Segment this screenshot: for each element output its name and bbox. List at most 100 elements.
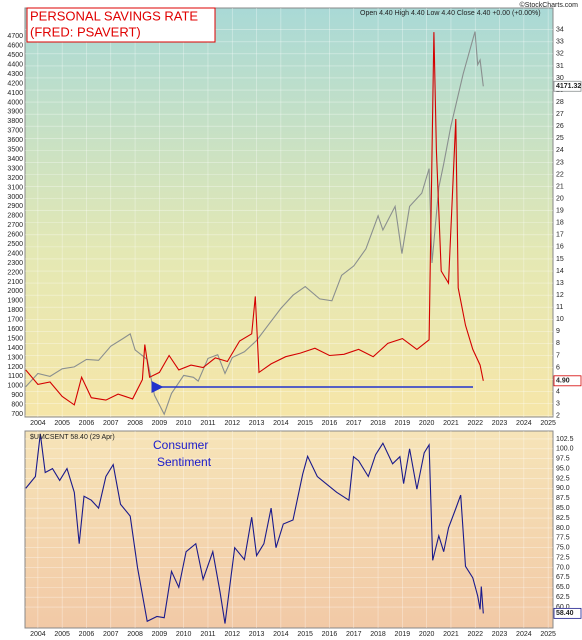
x-tick-label: 2008 [127,420,143,427]
x-tick-label: 2009 [152,420,168,427]
x-tick-label: 2005 [54,420,70,427]
y2-tick-label: 21 [556,183,564,190]
y2-tick-label: 15 [556,256,564,263]
x-tick-label: 2021 [443,631,459,638]
y2-tick-label: 23 [556,159,564,166]
x-tick-label: 2017 [346,420,362,427]
y2-tick-label: 2 [556,413,560,420]
y-tick-label: 2500 [7,241,23,248]
y2-tick-label: 16 [556,244,564,251]
title: PERSONAL SAVINGS RATE [30,8,198,23]
x-tick-label: 2025 [540,420,556,427]
last-value-box [553,375,582,387]
x-tick-label: 2011 [200,420,215,427]
y-tick-label: 700 [11,411,23,418]
x-tick-label: 2012 [224,631,240,638]
y2-tick-label: 24 [556,147,564,154]
y-tick-label: 4500 [7,52,23,59]
y-tick-label: 95.0 [556,465,570,472]
bottom-panel [24,430,554,629]
y-tick-label: 60.0 [556,604,570,611]
y-tick-label: 3800 [7,118,23,125]
source: ©StockCharts.com [520,1,579,9]
y2-tick-label: 18 [556,220,564,227]
y2-tick-label: 7 [556,352,560,359]
y-tick-label: 3700 [7,128,23,135]
y-tick-label: 4100 [7,90,23,97]
y-tick-label: 1700 [7,317,23,324]
x-tick-label: 2015 [297,420,313,427]
x-tick-label: 2014 [273,631,289,638]
x-tick-label: 2005 [54,631,70,638]
y-tick-label: 2200 [7,269,23,276]
y-tick-label: 82.5 [556,515,570,522]
y-tick-label: 2300 [7,260,23,267]
y-tick-label: 1600 [7,326,23,333]
last-value-label: 4171.32 [556,83,581,90]
y2-tick-label: 4 [556,389,560,396]
x-tick-label: 2014 [273,420,289,427]
y-tick-label: 92.5 [556,475,570,482]
x-tick-label: 2016 [322,420,338,427]
y2-tick-label: 27 [556,111,564,118]
y2-tick-label: 12 [556,292,564,299]
y-tick-label: 4000 [7,99,23,106]
legend-entry: $UMCSENT 58.40 (29 Apr) [30,434,115,441]
y2-tick-label: 13 [556,280,564,287]
x-tick-label: 2024 [516,420,532,427]
x-tick-label: 2018 [370,420,386,427]
x-tick-label: 2018 [370,631,386,638]
x-tick-label: 2009 [152,631,168,638]
top-panel [24,7,554,418]
last-value-box [553,607,582,619]
x-tick-label: 2004 [30,631,46,638]
y-tick-label: 77.5 [556,535,570,542]
y-tick-label: 3900 [7,109,23,116]
y-tick-label: 1900 [7,298,23,305]
x-tick-label: 2015 [297,631,313,638]
y-tick-label: 3400 [7,156,23,163]
x-tick-label: 2020 [419,420,435,427]
y-tick-label: 97.5 [556,456,570,463]
plot-layer: 2004 2005 2006 2007 2008 2009 2010 2011 2012 2013… [7,8,581,638]
x-tick-label: 2013 [249,420,265,427]
series-line [25,433,484,624]
y-tick-label: 4400 [7,62,23,69]
x-tick-label: 2023 [492,631,508,638]
x-tick-label: 2017 [346,631,362,638]
x-tick-label: 2006 [79,631,95,638]
y-tick-label: 2600 [7,232,23,239]
y-tick-label: 2400 [7,250,23,257]
x-tick-label: 2022 [467,420,483,427]
y2-tick-label: 31 [556,63,564,70]
y-tick-label: 2000 [7,288,23,295]
y2-tick-label: 34 [556,27,564,34]
annotation: Consumer [153,438,208,452]
y-tick-label: 70.0 [556,564,570,571]
y-tick-label: 1800 [7,307,23,314]
x-tick-label: 2019 [395,420,411,427]
y-tick-label: 3600 [7,137,23,144]
y-tick-label: 75.0 [556,545,570,552]
y-tick-label: 1200 [7,364,23,371]
y2-tick-label: 9 [556,328,560,335]
y-tick-label: 65.0 [556,584,570,591]
annotation: Sentiment [157,455,212,469]
x-tick-label: 2007 [103,631,119,638]
y-tick-label: 2800 [7,213,23,220]
x-tick-label: 2025 [540,631,556,638]
last-value-label: 58.40 [556,610,574,617]
y-tick-label: 1100 [8,373,23,380]
y-tick-label: 2900 [7,203,23,210]
last-value-label: 4.90 [556,378,570,385]
y-tick-label: 1500 [7,335,23,342]
y-tick-label: 4600 [7,43,23,50]
x-tick-label: 2020 [419,631,435,638]
y2-tick-label: 33 [556,39,564,46]
x-tick-label: 2024 [516,631,532,638]
y-tick-label: 80.0 [556,525,570,532]
y2-tick-label: 3 [556,401,560,408]
title: (FRED: PSAVERT) [30,24,141,39]
x-tick-label: 2023 [492,420,508,427]
y-tick-label: 800 [11,402,23,409]
